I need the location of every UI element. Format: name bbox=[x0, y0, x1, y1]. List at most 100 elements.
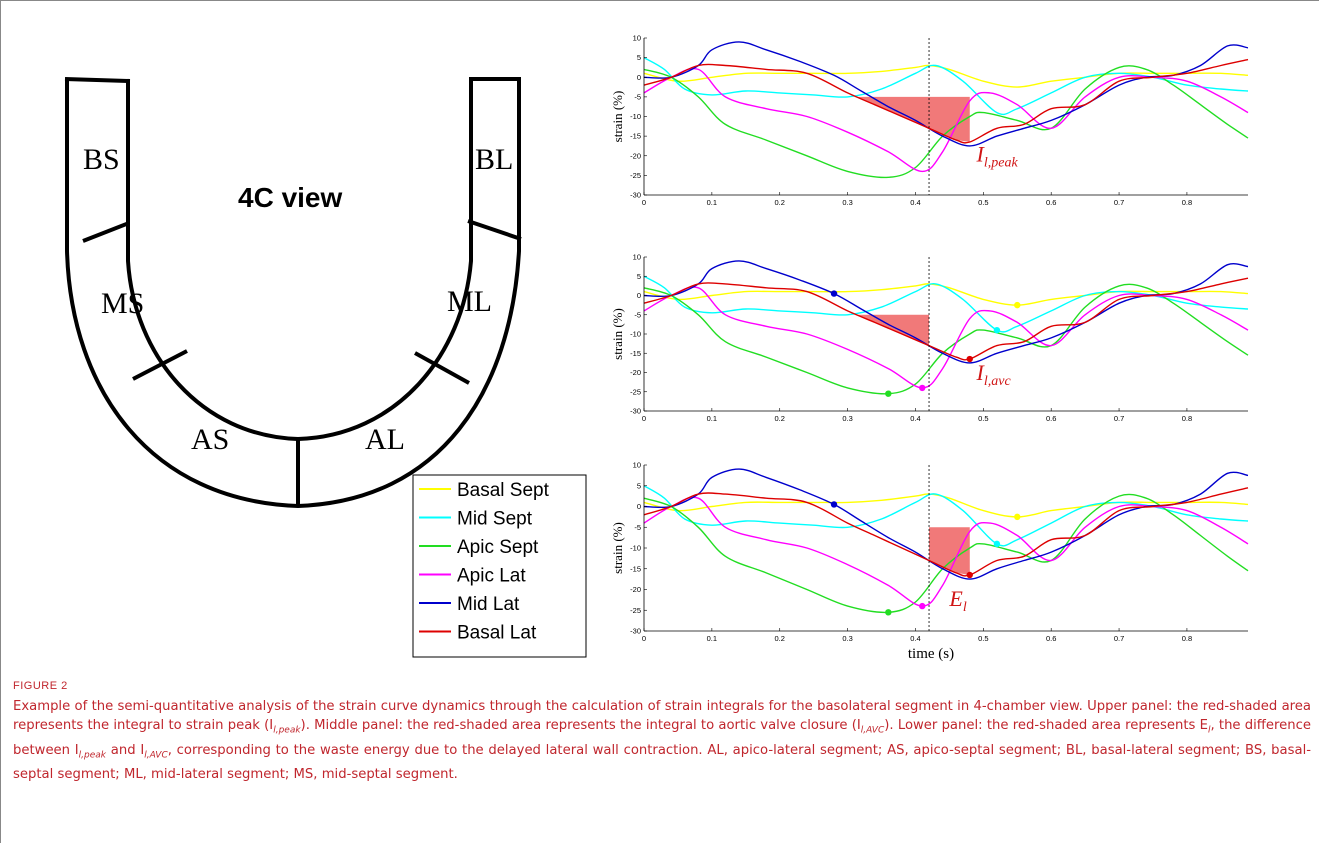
shaded-integral-area bbox=[929, 527, 970, 575]
figure-graphic: BS MS AS AL ML BL 4C view Basal Sept Mid … bbox=[64, 34, 1249, 662]
annotation-base: E bbox=[948, 586, 963, 611]
segment-label-bs: BS bbox=[83, 143, 120, 176]
y-tick-label: 0 bbox=[637, 73, 641, 82]
y-tick-label: -15 bbox=[630, 349, 641, 358]
peak-marker bbox=[966, 571, 973, 579]
legend: Basal Sept Mid Sept Apic Sept Apic Lat Mid L… bbox=[412, 474, 587, 658]
strain-integral-annotation: El bbox=[948, 586, 966, 615]
peak-marker bbox=[919, 384, 926, 392]
x-tick-label: 0.3 bbox=[842, 634, 852, 643]
segment-label-al: AL bbox=[365, 423, 405, 456]
x-tick-label: 0.2 bbox=[775, 414, 785, 423]
y-tick-label: -30 bbox=[630, 627, 641, 636]
y-axis-label: strain (%) bbox=[610, 522, 625, 574]
y-tick-label: -5 bbox=[634, 310, 641, 319]
caption-text: and I bbox=[106, 742, 145, 758]
y-tick-label: 5 bbox=[637, 53, 641, 62]
shaded-integral-area bbox=[847, 96, 970, 143]
caption-text: , the difference between I bbox=[13, 718, 1311, 758]
series-line bbox=[643, 58, 1249, 144]
x-tick-label: 0.2 bbox=[775, 634, 785, 643]
legend-label: Mid Sept bbox=[457, 509, 533, 530]
view-label: 4C view bbox=[238, 182, 342, 213]
x-tick-label: 0.5 bbox=[978, 414, 988, 423]
y-tick-label: 10 bbox=[633, 461, 641, 470]
figure-caption: Example of the semi-quantitative analysi… bbox=[13, 697, 1311, 784]
caption-sub: l bbox=[1207, 725, 1211, 736]
y-axis-label: strain (%) bbox=[610, 308, 625, 360]
x-tick-label: 0.5 bbox=[978, 634, 988, 643]
y-tick-label: -25 bbox=[630, 387, 641, 396]
annotation-subscript: l bbox=[963, 600, 967, 615]
x-tick-label: 0.2 bbox=[775, 198, 785, 207]
x-tick-label: 0.3 bbox=[842, 198, 852, 207]
y-tick-label: -15 bbox=[630, 564, 641, 573]
series-line bbox=[643, 65, 1249, 179]
legend-box bbox=[412, 474, 587, 658]
caption-sub: l,AVC bbox=[860, 725, 885, 736]
x-tick-label: 0.5 bbox=[978, 198, 988, 207]
series-line bbox=[643, 487, 1249, 577]
caption-sub: l,peak bbox=[273, 725, 301, 736]
x-tick-label: 0.7 bbox=[1114, 634, 1124, 643]
divider-al-ml bbox=[414, 351, 470, 385]
x-tick-label: 0.1 bbox=[707, 414, 717, 423]
legend-label: Mid Lat bbox=[457, 594, 520, 615]
ventricle-inner-wall bbox=[126, 79, 473, 442]
peak-marker bbox=[993, 326, 1001, 334]
caption-text: ). Lower panel: the red-shaded area repr… bbox=[884, 718, 1208, 733]
annotation-base: I bbox=[976, 360, 986, 385]
peak-marker bbox=[919, 602, 926, 610]
x-tick-label: 0 bbox=[642, 414, 646, 423]
x-tick-label: 0.3 bbox=[842, 414, 852, 423]
x-tick-label: 0.8 bbox=[1182, 198, 1192, 207]
series-line bbox=[643, 493, 1249, 614]
y-tick-label: -20 bbox=[630, 585, 641, 594]
y-tick-label: 5 bbox=[637, 272, 641, 281]
y-tick-label: -10 bbox=[630, 112, 641, 121]
caption-sub: l,AVC bbox=[144, 750, 168, 761]
legend-label: Apic Sept bbox=[457, 537, 539, 558]
x-tick-label: 0 bbox=[642, 198, 646, 207]
segment-label-bl: BL bbox=[475, 143, 513, 176]
strain-integral-annotation: Il,avc bbox=[976, 360, 1012, 389]
y-tick-label: -20 bbox=[630, 151, 641, 160]
segment-label-ms: MS bbox=[101, 287, 144, 320]
y-tick-label: -30 bbox=[630, 407, 641, 416]
shaded-integral-area bbox=[847, 314, 930, 346]
strain-integral-annotation: Il,peak bbox=[976, 142, 1019, 171]
y-tick-label: -10 bbox=[630, 544, 641, 553]
x-tick-label: 0.1 bbox=[707, 634, 717, 643]
caption-text: Example of the semi-quantitative analysi… bbox=[13, 699, 1311, 733]
y-tick-label: -15 bbox=[630, 132, 641, 141]
x-tick-label: 0.7 bbox=[1114, 414, 1124, 423]
peak-marker bbox=[830, 501, 838, 508]
series-line bbox=[643, 283, 1249, 395]
x-tick-label: 0.7 bbox=[1114, 198, 1124, 207]
x-tick-label: 0.8 bbox=[1182, 414, 1192, 423]
series-line bbox=[643, 260, 1249, 364]
y-tick-label: 5 bbox=[637, 481, 641, 490]
x-tick-label: 0.6 bbox=[1046, 198, 1056, 207]
legend-label: Basal Sept bbox=[457, 480, 550, 501]
annotation-subscript: l,peak bbox=[984, 156, 1019, 171]
x-tick-label: 0.1 bbox=[707, 198, 717, 207]
x-tick-label: 0.6 bbox=[1046, 634, 1056, 643]
ventricle-diagram bbox=[64, 77, 522, 509]
caption-text: ). Middle panel: the red-shaded area rep… bbox=[300, 718, 861, 733]
y-tick-label: -5 bbox=[634, 92, 641, 101]
legend-items: Basal Sept Mid Sept Apic Sept Apic Lat Mid L… bbox=[419, 480, 550, 644]
y-tick-label: -20 bbox=[630, 368, 641, 377]
divider-ms-as bbox=[132, 349, 188, 381]
y-tick-label: 0 bbox=[637, 291, 641, 300]
y-tick-label: -10 bbox=[630, 330, 641, 339]
annotation-base: I bbox=[976, 142, 986, 167]
y-tick-label: -5 bbox=[634, 523, 641, 532]
segment-label-ml: ML bbox=[447, 285, 492, 318]
x-tick-label: 0 bbox=[642, 634, 646, 643]
caption-sub: l,peak bbox=[78, 750, 107, 761]
